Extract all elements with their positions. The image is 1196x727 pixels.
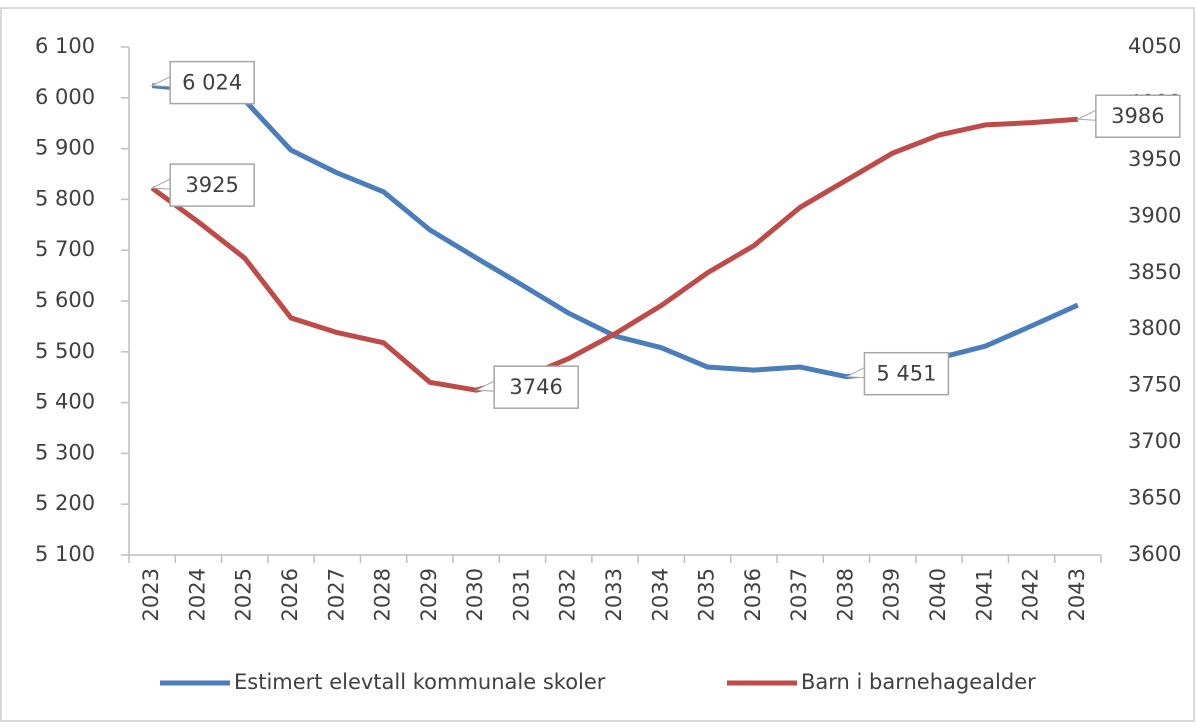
data-label: 3925: [185, 173, 238, 197]
x-tick-label: 2023: [139, 568, 163, 621]
x-tick-label: 2028: [371, 568, 395, 621]
data-label: 3746: [509, 375, 562, 399]
x-tick-label: 2032: [556, 568, 580, 621]
y-tick-label: 6 000: [35, 85, 95, 109]
chart-frame: [0, 7, 1195, 722]
x-tick-label: 2030: [463, 568, 487, 621]
x-tick-label: 2043: [1065, 568, 1089, 621]
y2-tick-label: 3850: [1128, 260, 1181, 284]
y-tick-label: 5 200: [35, 491, 95, 515]
y-tick-label: 6 100: [35, 34, 95, 58]
callout-box: [169, 60, 255, 105]
y-tick-label: 5 400: [35, 390, 95, 414]
x-tick-label: 2029: [417, 568, 441, 621]
y-tick-label: 5 900: [35, 136, 95, 160]
x-tick-label: 2033: [602, 568, 626, 621]
y2-tick-label: 3600: [1128, 542, 1181, 566]
x-tick-label: 2042: [1019, 568, 1043, 621]
y-tick-label: 5 500: [35, 339, 95, 363]
y-tick-label: 5 600: [35, 288, 95, 312]
legend-label: Barn i barnehagealder: [801, 670, 1036, 694]
x-tick-label: 2031: [509, 568, 533, 621]
x-tick-label: 2037: [787, 568, 811, 621]
x-tick-label: 2025: [232, 568, 256, 621]
data-label: 3986: [1111, 104, 1164, 128]
y-tick-label: 5 700: [35, 237, 95, 261]
y-tick-label: 5 300: [35, 440, 95, 464]
y2-tick-label: 3700: [1128, 429, 1181, 453]
data-label: 5 451: [876, 362, 936, 386]
x-tick-label: 2039: [880, 568, 904, 621]
y-tick-label: 5 100: [35, 542, 95, 566]
x-tick-label: 2027: [324, 568, 348, 621]
y2-tick-label: 3900: [1128, 203, 1181, 227]
y2-tick-label: 4050: [1128, 34, 1181, 58]
x-tick-label: 2026: [278, 568, 302, 621]
data-label: 6 024: [182, 71, 242, 95]
x-tick-label: 2035: [695, 568, 719, 621]
x-tick-label: 2038: [833, 568, 857, 621]
callout-box: [493, 365, 579, 409]
y2-tick-label: 3650: [1128, 486, 1181, 510]
callout-box: [169, 163, 255, 207]
x-tick-label: 2034: [648, 568, 672, 621]
legend-label: Estimert elevtall kommunale skoler: [234, 670, 606, 694]
callout-box: [863, 351, 950, 396]
y2-tick-label: 3800: [1128, 316, 1181, 340]
x-tick-label: 2040: [926, 568, 950, 621]
x-tick-label: 2024: [185, 568, 209, 621]
series-line: [150, 116, 1079, 393]
y2-tick-label: 3950: [1128, 147, 1181, 171]
y-tick-label: 5 800: [35, 186, 95, 210]
y2-tick-label: 3750: [1128, 373, 1181, 397]
callout-box: [1095, 94, 1181, 138]
x-tick-label: 2041: [972, 568, 996, 621]
x-tick-label: 2036: [741, 568, 765, 621]
